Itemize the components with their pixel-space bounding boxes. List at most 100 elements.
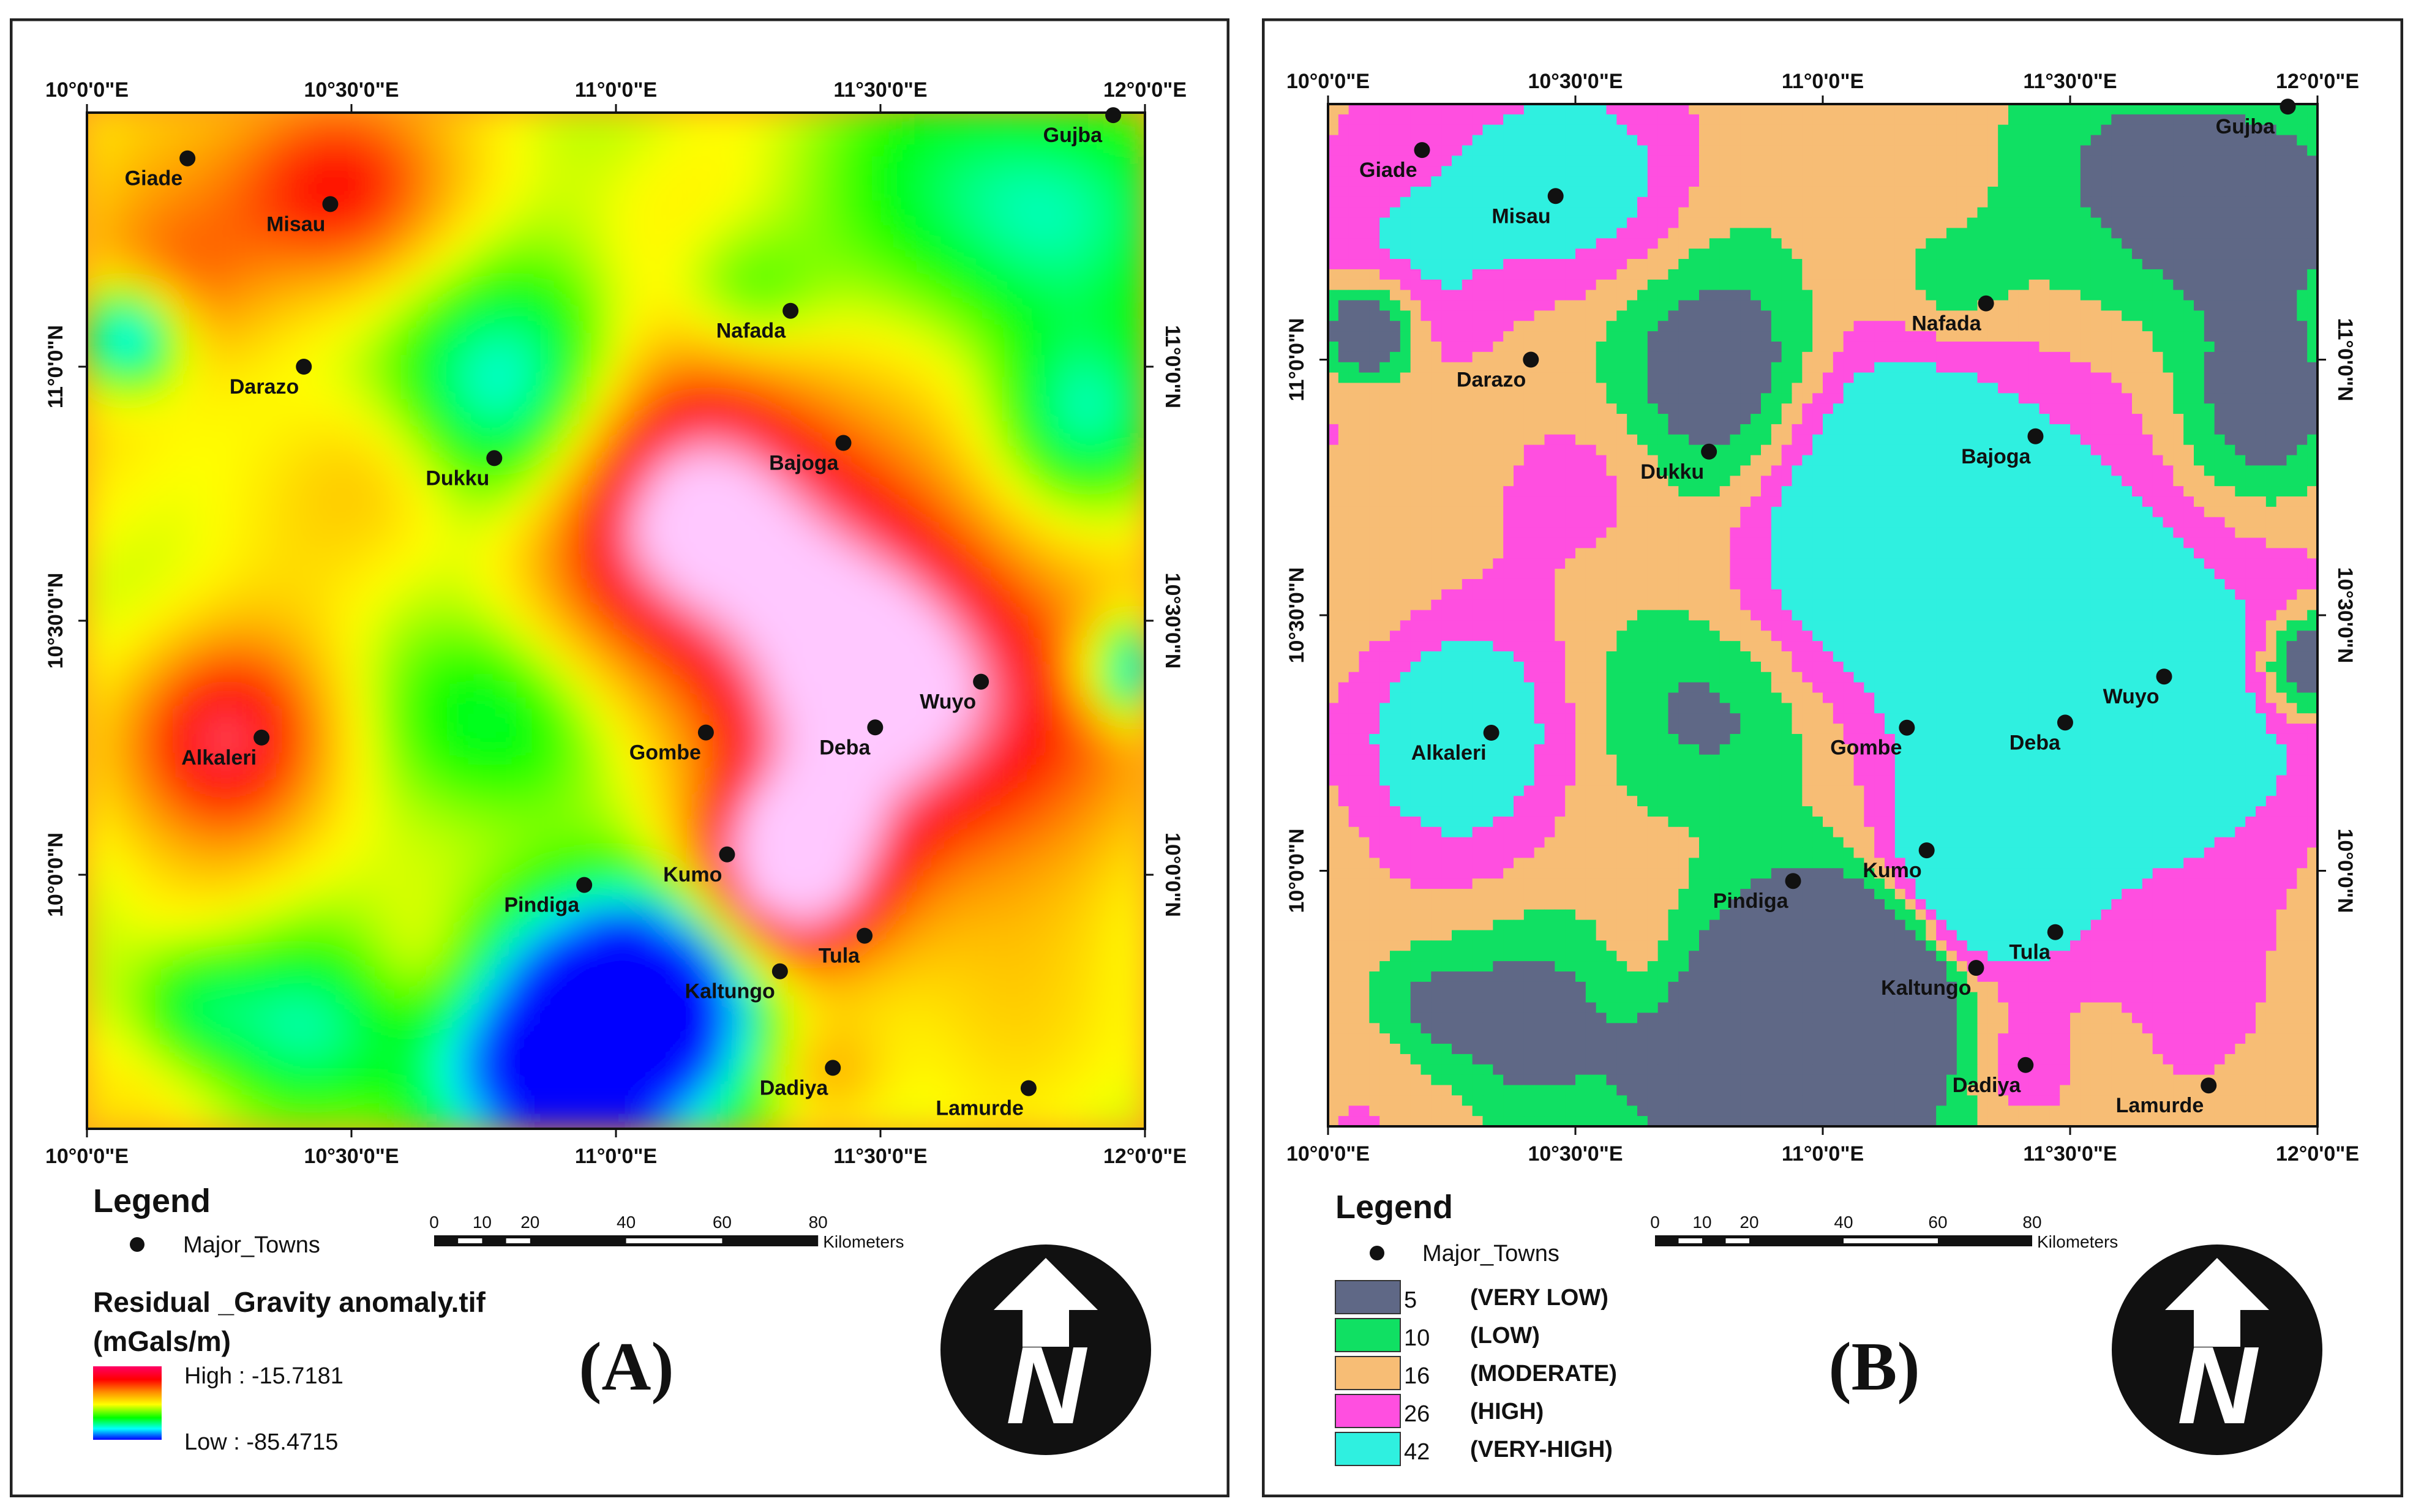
- town-marker[interactable]: [1483, 725, 1499, 741]
- legend-class-value: 5: [1404, 1287, 1417, 1313]
- town-marker[interactable]: [1968, 960, 1984, 976]
- lon-tick-label-bottom: 10°30'0"E: [304, 1145, 399, 1168]
- town-marker[interactable]: [867, 719, 884, 736]
- town-label: Kaltungo: [1881, 976, 1971, 1000]
- town-marker[interactable]: [1414, 142, 1430, 159]
- scale-bar-segment: [1725, 1238, 1749, 1243]
- panel-a-letter: (A): [579, 1329, 674, 1405]
- town-marker[interactable]: [2280, 99, 2296, 115]
- town-marker[interactable]: [1785, 873, 1801, 889]
- town-marker[interactable]: [771, 963, 788, 979]
- town-marker[interactable]: [973, 673, 989, 690]
- town-label: Dukku: [426, 466, 489, 490]
- lat-tick-label-left: 11°0'0"N: [1285, 318, 1308, 401]
- town-marker[interactable]: [2057, 714, 2073, 731]
- lat-tick-label-right: 10°30'0"N: [1161, 573, 1184, 669]
- town-label: Wuyo: [920, 691, 976, 714]
- town-label: Giade: [1359, 159, 1417, 182]
- town-marker[interactable]: [576, 877, 593, 893]
- town-marker[interactable]: [782, 302, 799, 319]
- town-label: Wuyo: [2103, 685, 2160, 708]
- town-marker[interactable]: [486, 450, 503, 466]
- town-marker[interactable]: [1978, 295, 1994, 312]
- lon-tick-label-top: 10°0'0"E: [45, 78, 129, 102]
- town-marker[interactable]: [2201, 1077, 2217, 1094]
- scale-bar-segment: [626, 1238, 722, 1243]
- town-marker[interactable]: [179, 150, 196, 167]
- legend-a-high: High : -15.7181: [184, 1363, 343, 1389]
- town-marker[interactable]: [1701, 443, 1717, 460]
- gravity-raster: [87, 113, 1145, 1129]
- town-marker[interactable]: [2156, 668, 2172, 685]
- lon-tick-label-top: 12°0'0"E: [2276, 70, 2359, 93]
- lat-tick-label-left: 10°30'0"N: [1285, 567, 1308, 664]
- legend-b-town-symbol: [1370, 1246, 1384, 1260]
- town-marker[interactable]: [1899, 719, 1915, 736]
- towns-layer-a: Gujba Giade Misau Nafada Darazo Dukku Bajoga Wu…: [125, 107, 1122, 1120]
- town-marker[interactable]: [835, 435, 852, 451]
- north-letter-b: N: [2177, 1324, 2259, 1447]
- town-label: Kumo: [663, 863, 722, 886]
- town-marker[interactable]: [857, 927, 873, 944]
- town-marker[interactable]: [825, 1060, 841, 1076]
- legend-b-town-label: Major_Towns: [1422, 1241, 1559, 1267]
- lon-tick-label-bottom: 11°0'0"E: [575, 1145, 657, 1168]
- town-marker[interactable]: [719, 846, 735, 863]
- town-label: Nafada: [1912, 312, 1981, 335]
- town-marker[interactable]: [1918, 842, 1935, 859]
- town-label: Gombe: [629, 741, 701, 765]
- town-marker[interactable]: [296, 359, 312, 375]
- town-label: Dadiya: [760, 1076, 829, 1099]
- lon-tick-label-top: 11°30'0"E: [2023, 70, 2117, 93]
- legend-a-raster-title: Residual _Gravity anomaly.tif: [93, 1286, 486, 1318]
- town-label: Deba: [2010, 731, 2061, 754]
- lat-tick-label-right: 11°0'0"N: [2333, 318, 2357, 401]
- lon-tick-label-bottom: 12°0'0"E: [1103, 1145, 1187, 1168]
- lat-tick-label-left: 10°0'0"N: [1285, 829, 1308, 913]
- town-marker[interactable]: [2017, 1057, 2034, 1073]
- town-label: Bajoga: [769, 452, 839, 475]
- town-label: Gujba: [2216, 115, 2275, 138]
- town-marker[interactable]: [2047, 924, 2063, 940]
- town-label: Alkaleri: [1411, 741, 1487, 765]
- legend-class-label: (HIGH): [1470, 1399, 1544, 1424]
- scale-tick-label: 60: [1928, 1213, 1947, 1232]
- legend-class-swatch: [1335, 1356, 1401, 1390]
- town-marker[interactable]: [253, 729, 270, 746]
- town-marker[interactable]: [1547, 188, 1564, 204]
- town-label: Bajoga: [1961, 445, 2031, 468]
- town-label: Tula: [2009, 941, 2051, 964]
- town-label: Dadiya: [1953, 1074, 2022, 1097]
- north-arrow-icon: [994, 1258, 1098, 1347]
- lon-tick-label-top: 11°0'0"E: [1782, 70, 1864, 93]
- lon-tick-label-top: 11°30'0"E: [833, 78, 927, 102]
- panel-b-letter: (B): [1828, 1329, 1920, 1405]
- scale-bar-segment: [1844, 1238, 1938, 1243]
- town-marker[interactable]: [1105, 107, 1122, 124]
- scale-tick-label: 0: [1650, 1213, 1660, 1232]
- classified-raster: [1328, 104, 2317, 1126]
- north-arrow-icon: [2165, 1258, 2269, 1347]
- north-arrow-b: N: [2112, 1244, 2322, 1455]
- town-label: Lamurde: [2116, 1094, 2204, 1117]
- legend-b-title: Legend: [1335, 1189, 1453, 1226]
- town-marker[interactable]: [322, 196, 339, 212]
- town-label: Pindiga: [504, 894, 580, 917]
- town-marker[interactable]: [697, 724, 714, 741]
- legend-a-color-ramp: [93, 1366, 162, 1440]
- town-label: Kumo: [1863, 859, 1921, 882]
- town-label: Misau: [1492, 204, 1550, 228]
- legend-class-swatch: [1335, 1318, 1401, 1352]
- lon-tick-label-bottom: 12°0'0"E: [2276, 1142, 2359, 1166]
- town-marker[interactable]: [1020, 1080, 1037, 1096]
- lat-tick-label-right: 10°0'0"N: [1161, 833, 1184, 917]
- panel-b-svg: 10°0'0"E 10°0'0"E 10°30'0"E 10°30'0"E 11°0'0…: [1261, 18, 2404, 1498]
- town-label: Gombe: [1830, 736, 1902, 760]
- legend-class-swatch: [1335, 1394, 1401, 1428]
- lon-tick-label-top: 12°0'0"E: [1103, 78, 1187, 102]
- town-marker[interactable]: [1523, 351, 1539, 368]
- lon-tick-label-top: 10°30'0"E: [1528, 70, 1623, 93]
- town-label: Lamurde: [936, 1097, 1024, 1120]
- lon-tick-label-bottom: 10°0'0"E: [1286, 1142, 1370, 1166]
- town-marker[interactable]: [2027, 428, 2044, 444]
